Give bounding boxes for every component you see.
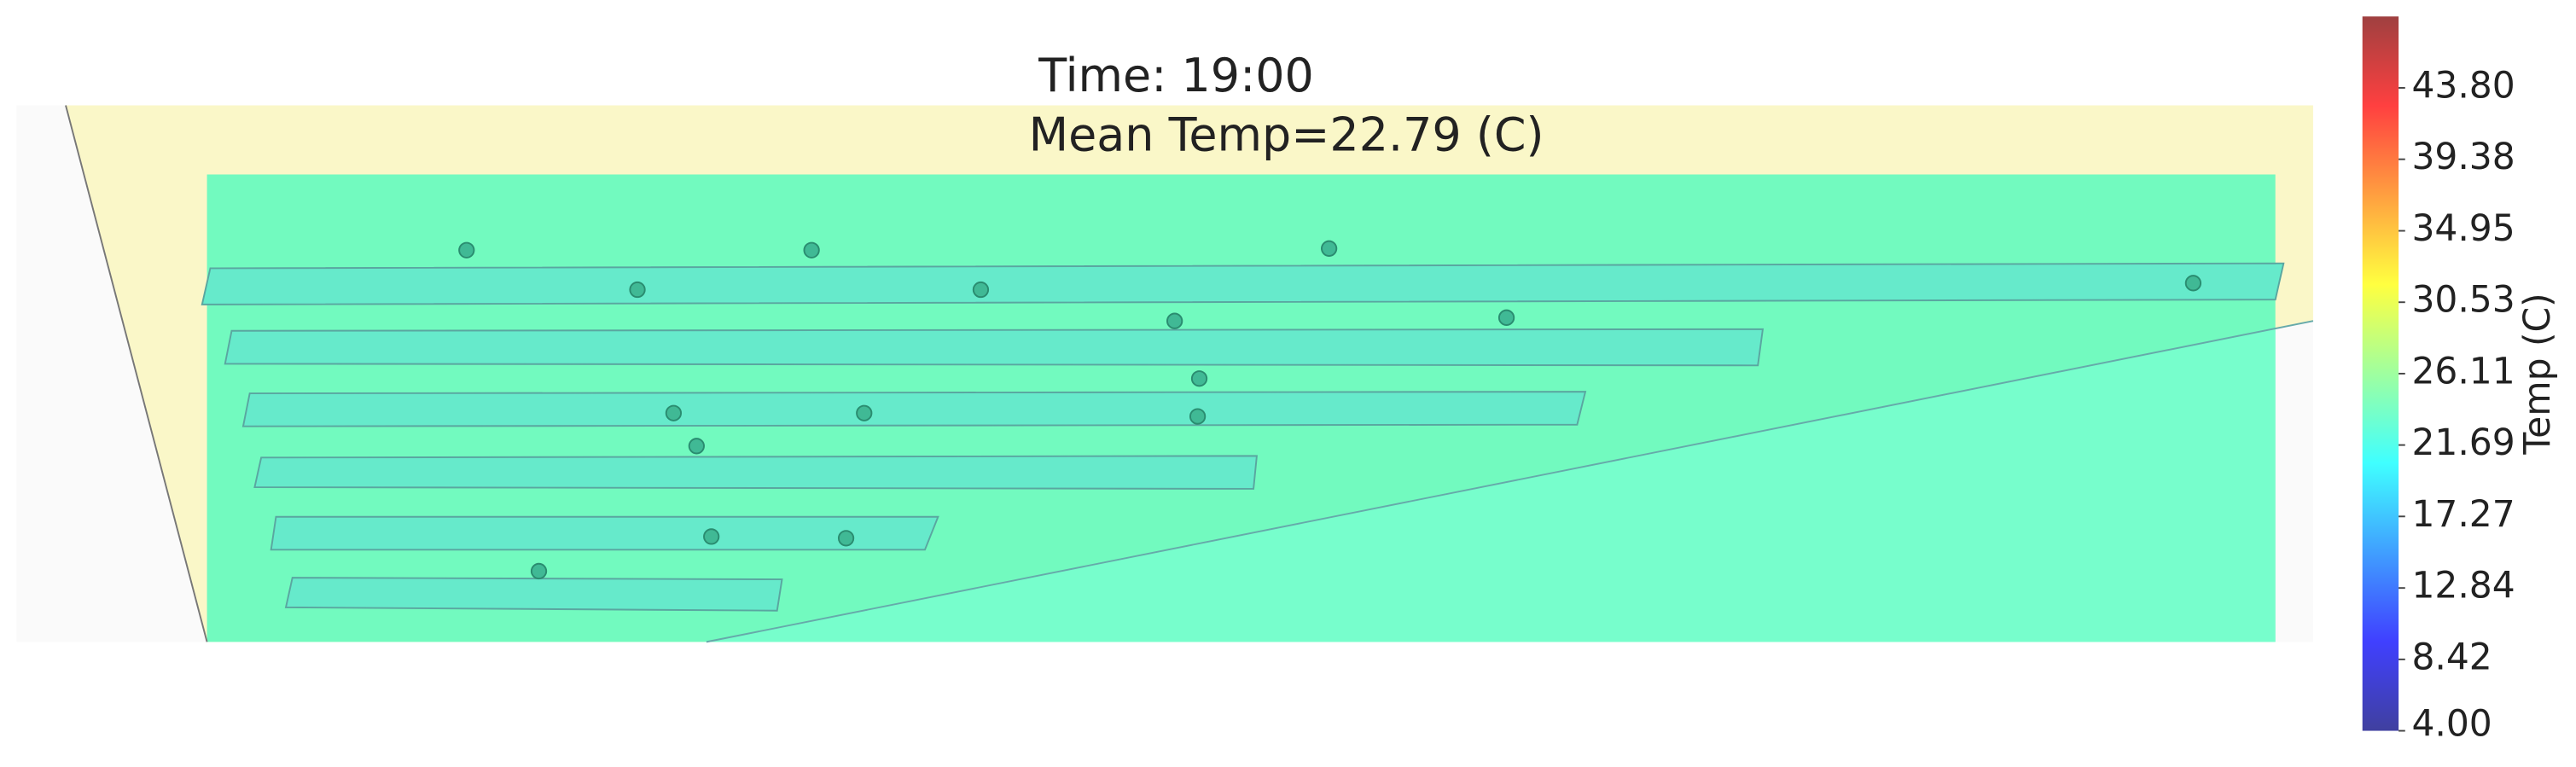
chart-title: Time: 19:00 [1038, 49, 1314, 102]
bench [270, 515, 939, 551]
colorbar-tick-label: 12.84 [2411, 565, 2515, 607]
sensor [2184, 275, 2202, 292]
sensor [1189, 408, 1207, 425]
bench [224, 328, 1765, 367]
floor-map [16, 105, 2314, 643]
sensor [458, 241, 475, 259]
chart-subtitle: Mean Temp=22.79 (C) [1029, 108, 1544, 162]
colorbar-tick-label: 34.95 [2411, 207, 2515, 249]
bench [201, 262, 2285, 305]
bench [284, 577, 783, 612]
wall [65, 105, 208, 642]
bench [241, 391, 1587, 427]
sensor [972, 281, 990, 299]
colorbar [2362, 16, 2399, 731]
sensor [856, 404, 873, 421]
sensor [688, 438, 705, 455]
sensor [530, 562, 548, 580]
benches [201, 262, 2285, 612]
sensor [1190, 370, 1208, 387]
sensor [803, 241, 820, 259]
colorbar-tick-label: 39.38 [2411, 136, 2515, 177]
colorbar-tick-label: 4.00 [2411, 702, 2492, 744]
colorbar-tick-label: 21.69 [2411, 421, 2515, 463]
sensor [629, 281, 646, 299]
bench [253, 455, 1258, 490]
colorbar-tick-label: 43.80 [2411, 64, 2515, 106]
sensor [703, 528, 720, 545]
sensor [837, 530, 855, 547]
sensor [665, 404, 683, 421]
sensor [1321, 240, 1338, 257]
colorbar-label: Temp (C) [2516, 293, 2558, 455]
colorbar-tick-label: 8.42 [2411, 636, 2492, 677]
wall [706, 320, 2314, 643]
colorbar-tick-label: 17.27 [2411, 493, 2515, 535]
colorbar-tick-label: 26.11 [2411, 350, 2515, 392]
sensors [458, 240, 2202, 580]
sensor [1497, 309, 1515, 326]
sensor [1166, 312, 1183, 329]
colorbar-tick-label: 30.53 [2411, 279, 2515, 321]
